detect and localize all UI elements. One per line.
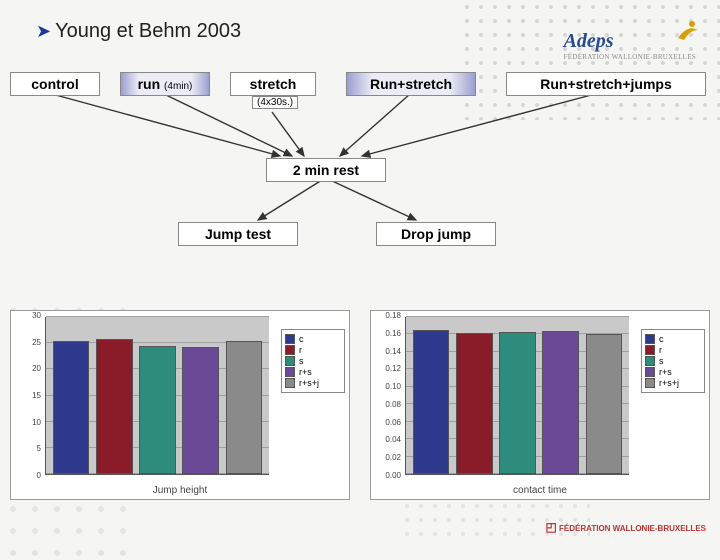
box-runstretch: Run+stretch	[346, 72, 476, 96]
legend: crsr+sr+s+j	[281, 329, 345, 393]
logo-tagline: FÉDÉRATION WALLONIE-BRUXELLES	[564, 53, 696, 61]
fwb-text: FÉDÉRATION WALLONIE-BRUXELLES	[559, 524, 706, 533]
box-rest: 2 min rest	[266, 158, 386, 182]
box-rsj: Run+stretch+jumps	[506, 72, 706, 96]
bar-s	[499, 332, 536, 474]
stretch-subnote: (4x30s.)	[252, 96, 298, 109]
charts-row: 051015202530crsr+sr+s+jJump height 0.000…	[10, 310, 710, 510]
flow-diagram: control run (4min) stretch Run+stretch Run+s…	[0, 72, 720, 282]
bar-r	[96, 339, 133, 474]
logo-swoosh-icon	[674, 16, 702, 44]
box-run: run (4min)	[120, 72, 210, 96]
bullet-icon: ➤	[36, 21, 51, 41]
fwb-icon: ◰	[545, 520, 556, 534]
bar-s	[139, 346, 176, 474]
bar-r+s+j	[586, 334, 623, 474]
chart-contact-time: 0.000.020.040.060.080.100.120.140.160.18…	[370, 310, 710, 500]
bar-c	[53, 341, 90, 474]
logo-fwb: ◰ FÉDÉRATION WALLONIE-BRUXELLES	[545, 520, 706, 534]
bar-r+s+j	[226, 341, 263, 474]
legend: crsr+sr+s+j	[641, 329, 705, 393]
box-dropjump: Drop jump	[376, 222, 496, 246]
box-jumptest: Jump test	[178, 222, 298, 246]
axis-label: Jump height	[11, 485, 349, 496]
box-control: control	[10, 72, 100, 96]
box-stretch: stretch	[230, 72, 316, 96]
bar-r+s	[542, 331, 579, 474]
bar-r+s	[182, 347, 219, 474]
logo-brand: Adeps	[564, 30, 614, 52]
chart-jump-height: 051015202530crsr+sr+s+jJump height	[10, 310, 350, 500]
axis-label: contact time	[371, 485, 709, 496]
bar-r	[456, 333, 493, 474]
title-text: Young et Behm 2003	[55, 20, 241, 42]
bar-c	[413, 330, 450, 474]
logo-adeps: Adeps FÉDÉRATION WALLONIE-BRUXELLES	[564, 30, 696, 61]
page-title: ➤Young et Behm 2003	[36, 20, 241, 43]
